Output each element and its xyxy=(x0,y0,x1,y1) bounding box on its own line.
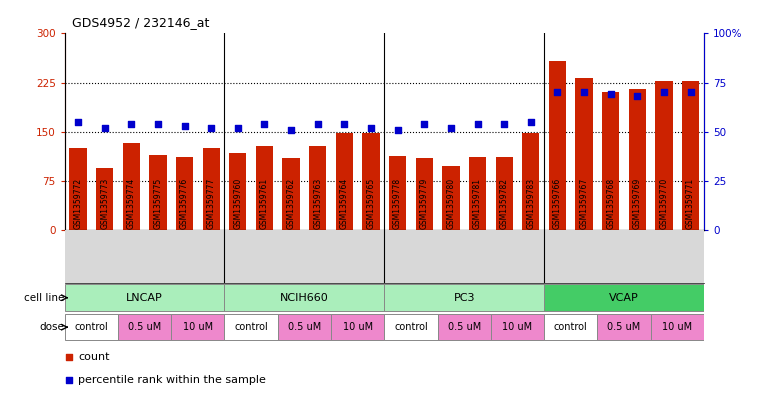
Point xyxy=(178,123,190,129)
Bar xyxy=(389,156,406,230)
Point xyxy=(98,125,111,131)
Text: 0.5 uM: 0.5 uM xyxy=(128,322,161,332)
Bar xyxy=(469,156,486,230)
Bar xyxy=(544,285,704,311)
Text: LNCAP: LNCAP xyxy=(126,293,163,303)
Text: control: control xyxy=(554,322,587,332)
Bar xyxy=(118,314,171,340)
Point xyxy=(258,121,271,127)
Text: 10 uM: 10 uM xyxy=(183,322,213,332)
Text: control: control xyxy=(234,322,268,332)
Point xyxy=(292,39,304,46)
Point xyxy=(684,89,696,95)
Bar xyxy=(655,81,673,230)
Text: count: count xyxy=(78,352,110,362)
Bar xyxy=(309,146,326,230)
Text: 10 uM: 10 uM xyxy=(342,322,373,332)
Point xyxy=(498,121,510,127)
Bar xyxy=(256,146,273,230)
Bar xyxy=(442,166,460,230)
Point xyxy=(524,119,537,125)
Bar xyxy=(202,148,220,230)
Bar xyxy=(65,314,118,340)
Point xyxy=(551,89,563,95)
Bar xyxy=(362,133,380,230)
Bar xyxy=(651,314,704,340)
Bar xyxy=(416,158,433,230)
Bar xyxy=(331,314,384,340)
Bar xyxy=(149,154,167,230)
Point xyxy=(285,127,297,133)
Text: control: control xyxy=(75,322,108,332)
Bar xyxy=(602,92,619,230)
Point xyxy=(419,121,431,127)
Text: 0.5 uM: 0.5 uM xyxy=(288,322,321,332)
Bar xyxy=(69,148,87,230)
Point xyxy=(125,121,137,127)
Point xyxy=(231,125,244,131)
Text: 0.5 uM: 0.5 uM xyxy=(447,322,481,332)
Bar xyxy=(549,61,566,230)
Point xyxy=(72,119,84,125)
Point xyxy=(205,125,218,131)
Bar xyxy=(123,143,140,230)
Bar xyxy=(171,314,224,340)
Point xyxy=(578,89,590,95)
Bar xyxy=(575,78,593,230)
Bar xyxy=(522,133,540,230)
Point xyxy=(444,125,457,131)
Bar xyxy=(229,152,247,230)
Bar xyxy=(495,156,513,230)
Bar xyxy=(544,314,597,340)
Point xyxy=(631,93,643,99)
Bar xyxy=(224,285,384,311)
Text: dose: dose xyxy=(40,322,64,332)
Point xyxy=(151,121,164,127)
Text: control: control xyxy=(394,322,428,332)
Bar xyxy=(384,285,544,311)
Text: GDS4952 / 232146_at: GDS4952 / 232146_at xyxy=(72,17,210,29)
Text: 10 uM: 10 uM xyxy=(502,322,533,332)
Bar xyxy=(176,156,193,230)
Bar xyxy=(336,133,353,230)
Bar xyxy=(278,314,331,340)
Point xyxy=(471,121,484,127)
Point xyxy=(292,248,304,255)
Point xyxy=(338,121,350,127)
Point xyxy=(391,127,403,133)
Bar xyxy=(491,314,544,340)
Bar xyxy=(65,285,224,311)
Text: percentile rank within the sample: percentile rank within the sample xyxy=(78,375,266,385)
Bar xyxy=(438,314,491,340)
Bar xyxy=(682,81,699,230)
Bar xyxy=(224,314,278,340)
Point xyxy=(312,121,324,127)
Point xyxy=(658,89,670,95)
Point xyxy=(365,125,377,131)
Bar xyxy=(282,158,300,230)
Bar xyxy=(597,314,651,340)
Text: 10 uM: 10 uM xyxy=(662,322,693,332)
Text: cell line: cell line xyxy=(24,293,64,303)
Text: PC3: PC3 xyxy=(454,293,475,303)
Bar xyxy=(629,89,646,230)
Text: 0.5 uM: 0.5 uM xyxy=(607,322,641,332)
Bar xyxy=(384,314,438,340)
Text: VCAP: VCAP xyxy=(609,293,639,303)
Text: NCIH660: NCIH660 xyxy=(280,293,329,303)
Point xyxy=(604,91,616,97)
Bar xyxy=(96,168,113,230)
